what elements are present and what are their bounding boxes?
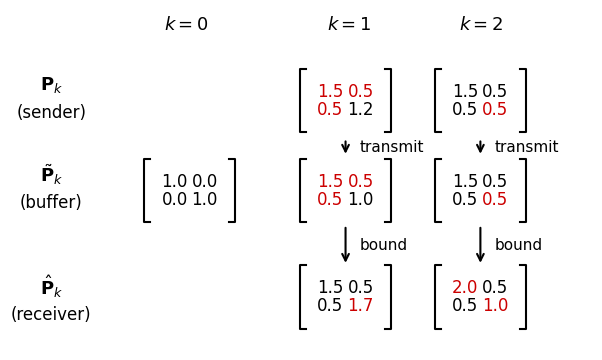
Text: 1.5: 1.5 <box>317 279 344 297</box>
Text: 1.5: 1.5 <box>317 83 344 101</box>
Text: 2.0: 2.0 <box>452 279 479 297</box>
Text: (buffer): (buffer) <box>20 194 82 212</box>
Text: 1.2: 1.2 <box>347 101 374 119</box>
Text: 0.5: 0.5 <box>347 279 374 297</box>
Text: 0.0: 0.0 <box>161 191 188 209</box>
Text: transmit: transmit <box>495 140 559 155</box>
Text: 0.5: 0.5 <box>482 173 509 191</box>
Text: $k=0$: $k=0$ <box>164 16 209 34</box>
Text: 0.5: 0.5 <box>482 279 509 297</box>
Text: 1.5: 1.5 <box>317 173 344 191</box>
Text: (receiver): (receiver) <box>11 306 92 324</box>
Text: 1.5: 1.5 <box>452 83 479 101</box>
Text: $\tilde{\mathbf{P}}_k$: $\tilde{\mathbf{P}}_k$ <box>40 162 63 187</box>
Text: bound: bound <box>360 238 408 253</box>
Text: 0.5: 0.5 <box>482 191 509 209</box>
Text: 1.0: 1.0 <box>482 297 509 315</box>
Text: 0.5: 0.5 <box>347 83 374 101</box>
Text: $k=1$: $k=1$ <box>327 16 371 34</box>
Text: 0.5: 0.5 <box>452 101 479 119</box>
Text: $k=2$: $k=2$ <box>459 16 504 34</box>
Text: 1.0: 1.0 <box>347 191 374 209</box>
Text: transmit: transmit <box>360 140 424 155</box>
Text: 1.5: 1.5 <box>452 173 479 191</box>
Text: 0.5: 0.5 <box>317 297 344 315</box>
Text: 1.0: 1.0 <box>161 173 188 191</box>
Text: 0.5: 0.5 <box>452 191 479 209</box>
Text: 1.7: 1.7 <box>347 297 374 315</box>
Text: 0.5: 0.5 <box>347 173 374 191</box>
Text: (sender): (sender) <box>16 104 86 122</box>
Text: 0.5: 0.5 <box>452 297 479 315</box>
Text: 0.5: 0.5 <box>482 101 509 119</box>
Text: 0.0: 0.0 <box>191 173 218 191</box>
Text: 0.5: 0.5 <box>317 191 344 209</box>
Text: $\mathbf{P}_k$: $\mathbf{P}_k$ <box>40 75 63 95</box>
Text: 0.5: 0.5 <box>317 101 344 119</box>
Text: $\hat{\mathbf{P}}_k$: $\hat{\mathbf{P}}_k$ <box>40 273 63 300</box>
Text: bound: bound <box>495 238 543 253</box>
Text: 1.0: 1.0 <box>191 191 218 209</box>
Text: 0.5: 0.5 <box>482 83 509 101</box>
